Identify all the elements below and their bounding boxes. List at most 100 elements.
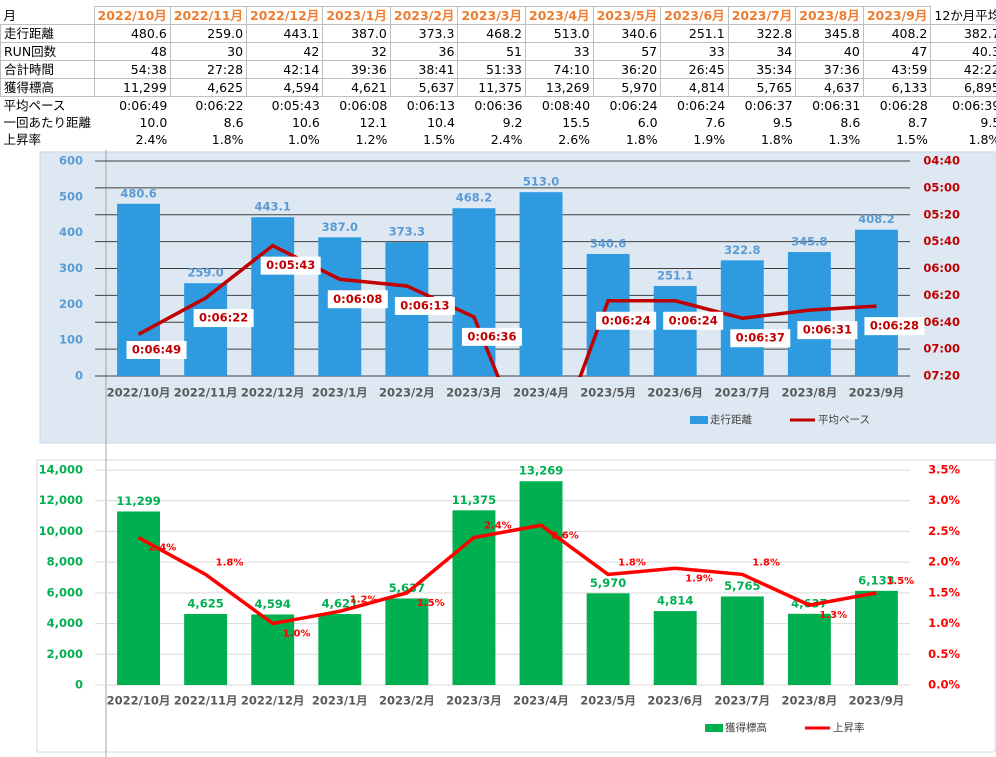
data-label: 11,375	[452, 493, 496, 507]
data-label: 480.6	[120, 186, 156, 200]
table-cell: 1.8%	[760, 132, 793, 147]
y-tick-label: 0	[75, 369, 83, 383]
table-cell: 8.6	[840, 115, 861, 130]
data-label: 0:06:28	[870, 319, 919, 333]
data-label: 1.8%	[216, 557, 244, 568]
table-cell: 4,594	[246, 78, 324, 97]
y-tick-label: 6,000	[47, 585, 83, 599]
y2-tick-label: 07:00	[923, 342, 960, 356]
bar	[251, 217, 295, 376]
table-cell: 2.6%	[558, 132, 591, 147]
table-cell: 6.0	[637, 115, 658, 130]
data-label: 0:06:24	[602, 313, 651, 327]
bar	[251, 614, 295, 685]
legend-label: 上昇率	[833, 721, 865, 734]
y-tick-label: 14,000	[39, 463, 83, 477]
y2-tick-label: 06:40	[923, 315, 960, 329]
bar	[385, 598, 429, 685]
y2-tick-label: 3.0%	[928, 493, 960, 507]
table-cell: 10.4	[427, 115, 455, 130]
table-cell: 0:06:36	[474, 98, 523, 113]
table-cell: 2022/12月	[246, 6, 324, 25]
bar	[787, 613, 831, 685]
x-tick-label: 2023/8月	[782, 694, 838, 708]
table-cell: 39:36	[322, 60, 391, 79]
y2-tick-label: 1.0%	[928, 616, 960, 630]
table-cell: 0:06:13	[406, 98, 455, 113]
table-cell: 1.5%	[896, 132, 928, 147]
y-tick-label: 600	[59, 154, 83, 168]
data-label: 0:06:31	[803, 323, 852, 337]
table-cell: 2023/6月	[660, 6, 729, 25]
table-cell: 9.2	[502, 115, 523, 130]
data-label: 251.1	[657, 269, 693, 283]
y-tick-label: 8,000	[47, 555, 83, 569]
table-cell: 12.1	[359, 115, 388, 130]
data-label-box	[327, 290, 388, 309]
data-label: 322.8	[724, 243, 760, 257]
data-label: 1.8%	[752, 557, 780, 568]
y-tick-label: 200	[59, 297, 83, 311]
data-label: 5,765	[724, 579, 760, 593]
data-label: 1.8%	[618, 557, 646, 568]
data-label: 0:06:36	[467, 329, 516, 343]
x-tick-label: 2023/2月	[379, 694, 435, 708]
data-label: 0:05:43	[266, 258, 315, 272]
x-tick-label: 2023/1月	[312, 386, 368, 400]
table-cell: 2022/11月	[169, 6, 248, 25]
data-label: 443.1	[255, 200, 291, 214]
data-label: 0:06:49	[132, 343, 181, 357]
y2-tick-label: 05:20	[923, 207, 960, 221]
table-cell: 0:08:40	[541, 98, 591, 113]
y2-tick-label: 0.0%	[928, 678, 960, 692]
legend-label: 走行距離	[710, 413, 752, 426]
table-cell: 7.6	[705, 115, 726, 130]
table-cell: 獲得標高	[0, 78, 95, 97]
bar	[519, 481, 563, 685]
table-cell: 2023/7月	[727, 6, 797, 25]
data-label: 259.0	[187, 266, 223, 280]
table-cell: 10.6	[291, 115, 320, 130]
table-cell: 0:06:24	[677, 98, 726, 113]
bar	[787, 252, 831, 376]
table-cell: 51:33	[457, 60, 526, 79]
data-label: 513.0	[523, 175, 559, 189]
table-cell: 15.5	[562, 115, 591, 130]
data-label-box	[730, 329, 791, 348]
x-tick-label: 2022/11月	[174, 386, 238, 400]
table-cell: 37:36	[795, 60, 864, 79]
bar	[519, 192, 563, 376]
table-row: 上昇率 2.4% 1.8% 1.0% 1.2% 1.5% 2.4% 2.6% 1.8% 1.9% 1…	[1, 131, 996, 148]
data-label-box	[797, 321, 858, 340]
x-tick-label: 2022/10月	[107, 386, 171, 400]
y2-tick-label: 3.5%	[928, 463, 960, 477]
table-cell: 0:06:31	[812, 98, 861, 113]
table-cell: 12か月平均	[934, 7, 996, 23]
bar	[854, 229, 898, 376]
table-cell: 4,625	[169, 78, 248, 97]
data-label: 4,625	[187, 596, 223, 610]
data-label: 408.2	[858, 212, 894, 226]
table-cell: 1.8%	[968, 132, 996, 147]
bar	[854, 590, 898, 685]
table-cell: 0:06:37	[744, 98, 793, 113]
y2-tick-label: 05:40	[923, 234, 960, 248]
x-tick-label: 2023/5月	[580, 694, 636, 708]
table-row: 月 2022/10月 2022/11月 2022/12月 2023/1月 2023/2月 2…	[1, 6, 996, 25]
x-tick-label: 2023/4月	[513, 386, 569, 400]
table-cell: 54:38	[93, 60, 171, 79]
bar	[720, 596, 764, 685]
table-cell: 平均ペース	[3, 98, 66, 113]
table-cell: 6,895	[930, 78, 996, 97]
y-tick-label: 10,000	[39, 524, 83, 538]
y2-tick-label: 06:20	[923, 288, 960, 302]
data-table: 月 2022/10月 2022/11月 2022/12月 2023/1月 2023/2月 2…	[0, 6, 996, 148]
y-tick-label: 0	[75, 678, 83, 692]
table-cell: 2.4%	[490, 132, 523, 147]
x-tick-label: 2022/12月	[241, 694, 305, 708]
table-cell: 0:06:22	[195, 98, 244, 113]
data-label: 2.4%	[149, 543, 177, 554]
data-label: 11,299	[116, 494, 160, 508]
y-tick-label: 2,000	[47, 647, 83, 661]
